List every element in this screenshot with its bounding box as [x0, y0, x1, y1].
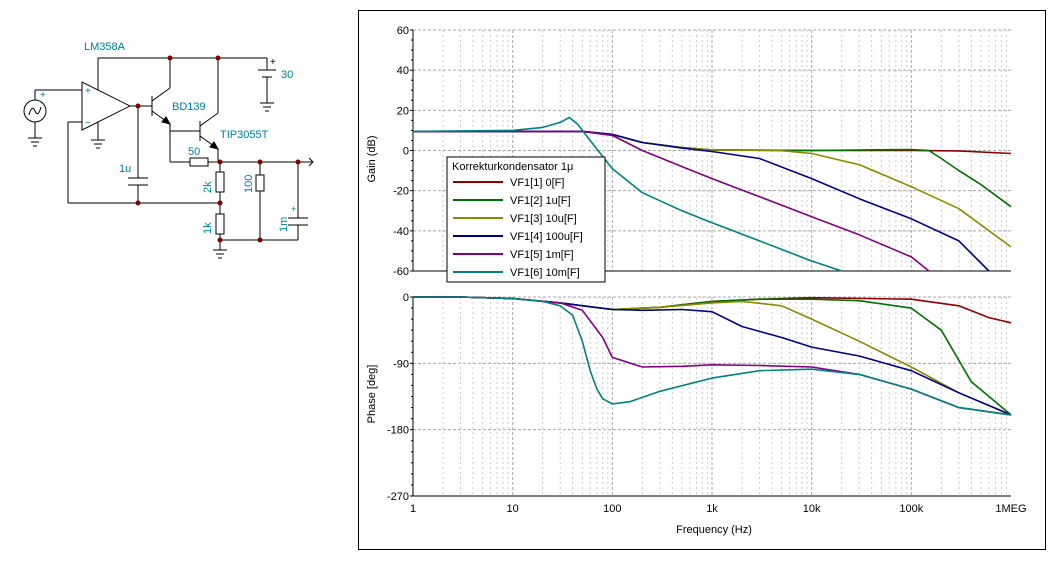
battery-ground-icon — [260, 102, 274, 112]
resistor-1k-symbol — [215, 213, 225, 235]
phase-y-tick-label: 0 — [403, 292, 409, 304]
divider-ground-icon — [213, 249, 227, 259]
phase-y-tick-label: -90 — [393, 358, 409, 370]
r-lower-label: 1k — [202, 222, 214, 234]
gain-y-tick-label: -20 — [393, 186, 409, 198]
gain-y-ticks: 60 40 20 0 -20 -40 -60 — [393, 25, 413, 278]
x-tick-label: 100k — [899, 503, 923, 515]
legend-item-2: VF1[2] 1u[F] — [510, 195, 571, 207]
supply-plus-label: + — [270, 57, 276, 68]
bd139-label: BD139 — [172, 101, 206, 113]
phase-series-6-line — [413, 296, 1012, 416]
plot-window: 60 40 20 0 -20 -40 -60 0 -90 -180 -270 1 10 100 1k 10… — [358, 10, 1046, 550]
x-tick-label: 10 — [507, 503, 519, 515]
phase-y-ticks: 0 -90 -180 -270 — [387, 292, 413, 503]
legend-item-5: VF1[5] 1m[F] — [510, 249, 574, 261]
gain-y-tick-label: 20 — [397, 105, 409, 117]
gain-y-tick-label: -60 — [393, 266, 409, 278]
tip3055-label: TIP3055T — [220, 129, 269, 141]
c-load-plus-label: + — [291, 204, 296, 214]
r-load-label: 100 — [243, 175, 255, 193]
comp-cap-label: 1u — [119, 163, 131, 175]
circuit-schematic: LM358A + − + BD139 TIP3055T + 30 1u 50 2… — [23, 41, 314, 259]
gain-y-tick-label: 40 — [397, 65, 409, 77]
r-series-label: 50 — [188, 146, 200, 158]
legend-box — [446, 156, 606, 283]
x-tick-label: 10k — [803, 503, 821, 515]
legend-item-1: VF1[1] 0[F] — [510, 177, 564, 189]
bode-plot: 60 40 20 0 -20 -40 -60 0 -90 -180 -270 1 10 100 1k 10… — [366, 25, 1027, 536]
load-capacitor-symbol — [288, 217, 308, 226]
x-ticks: 1 10 100 1k 10k 100k 1MEG — [410, 503, 1027, 515]
phase-y-axis-label: Phase [deg] — [366, 365, 378, 424]
opamp-symbol — [81, 81, 132, 131]
opamp-plus-label: + — [85, 86, 91, 97]
gain-y-tick-label: 0 — [403, 146, 409, 158]
gain-series-5-line — [413, 130, 930, 272]
x-tick-label: 1k — [706, 503, 718, 515]
junction-dots — [135, 55, 301, 243]
legend-title: Korrekturkondensator 1μ — [452, 161, 573, 173]
x-tick-label: 1 — [410, 503, 416, 515]
source-sine-icon — [28, 106, 42, 116]
opamp-label: LM358A — [84, 41, 126, 53]
opamp-ground-icon — [91, 139, 105, 149]
opamp-minus-label: − — [85, 118, 91, 129]
x-axis-label: Frequency (Hz) — [676, 524, 752, 536]
legend-item-3: VF1[3] 10u[F] — [510, 213, 577, 225]
phase-y-tick-label: -270 — [387, 491, 409, 503]
tip3055-transistor-symbol — [199, 112, 220, 150]
r-upper-label: 2k — [202, 181, 214, 193]
legend-item-4: VF1[4] 100u[F] — [510, 231, 583, 243]
battery-symbol — [258, 69, 276, 78]
resistor-50-symbol — [189, 157, 209, 167]
gain-y-tick-label: -40 — [393, 226, 409, 238]
c-load-label: 1m — [278, 217, 290, 232]
gain-y-axis-label: Gain (dB) — [366, 135, 378, 182]
phase-y-tick-label: -180 — [387, 425, 409, 437]
output-terminal-icon — [305, 157, 314, 167]
source-plus-label: + — [40, 90, 46, 101]
resistor-100-symbol — [255, 174, 265, 192]
resistor-2k-symbol — [215, 171, 225, 193]
source-ground-icon — [28, 137, 42, 147]
comp-capacitor-symbol — [128, 177, 148, 186]
legend-item-6: VF1[6] 10m[F] — [510, 267, 580, 279]
legend: Korrekturkondensator 1μ VF1[1] 0[F] VF1[2… — [446, 156, 606, 283]
x-tick-label: 100 — [603, 503, 621, 515]
supply-voltage-label: 30 — [281, 69, 293, 81]
phase-grid — [412, 296, 1011, 497]
phase-curves — [413, 296, 1012, 416]
x-tick-label: 1MEG — [995, 503, 1026, 515]
gain-y-tick-label: 60 — [397, 25, 409, 37]
bd139-transistor-symbol — [151, 87, 172, 125]
